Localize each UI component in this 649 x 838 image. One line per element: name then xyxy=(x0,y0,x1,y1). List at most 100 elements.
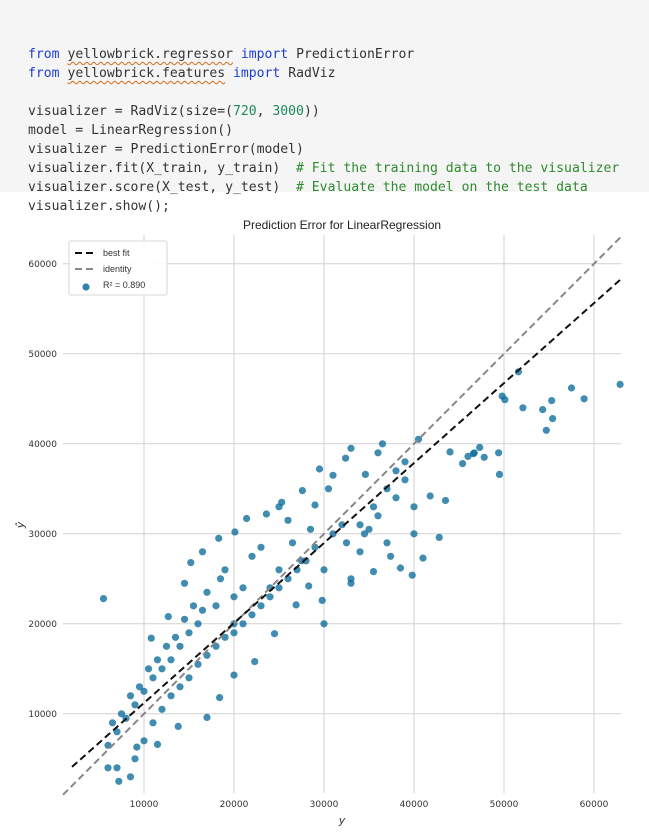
data-point xyxy=(140,737,148,745)
code-token xyxy=(233,47,241,62)
data-point xyxy=(149,674,157,682)
data-point xyxy=(275,566,283,574)
data-point xyxy=(374,512,382,520)
data-point xyxy=(306,525,315,533)
data-point xyxy=(298,487,306,495)
x-tick-label: 10000 xyxy=(130,800,159,810)
data-point xyxy=(392,467,400,475)
data-point xyxy=(198,548,207,556)
data-point xyxy=(369,568,378,576)
code-token: 720 xyxy=(232,104,257,119)
data-point xyxy=(356,521,364,529)
data-point xyxy=(257,543,265,551)
code-token: import xyxy=(233,66,281,81)
x-tick-label: 20000 xyxy=(220,800,249,810)
data-point xyxy=(104,764,112,772)
code-line: visualizer = RadViz(size=(720, 3000)) xyxy=(28,102,649,121)
y-tick-label: 40000 xyxy=(28,440,57,450)
data-point xyxy=(248,611,256,619)
y-tick-label: 20000 xyxy=(28,620,57,630)
data-point xyxy=(284,516,292,524)
data-point xyxy=(501,396,509,404)
data-point xyxy=(167,692,175,700)
best-fit-line xyxy=(71,278,622,768)
data-point xyxy=(338,521,346,529)
data-point xyxy=(459,460,467,468)
data-point xyxy=(158,705,166,713)
code-token: yellowbrick.features xyxy=(67,66,226,81)
data-point xyxy=(401,476,409,484)
data-point xyxy=(194,620,202,628)
code-line: from yellowbrick.features import RadViz xyxy=(28,64,649,83)
x-tick-label: 30000 xyxy=(310,800,339,810)
code-token: model = LinearRegression() xyxy=(28,123,233,138)
code-token: visualizer.fit(X_train, y_train) xyxy=(28,161,297,176)
code-line: visualizer.show(); xyxy=(28,197,649,216)
data-point xyxy=(239,620,247,628)
data-point xyxy=(131,755,139,763)
data-point xyxy=(266,593,274,601)
prediction-error-chart: 10000 20000 30000 40000 50000 60000 10000 20000… xyxy=(14,218,624,827)
data-point xyxy=(239,584,247,592)
data-point xyxy=(164,613,172,621)
data-point xyxy=(378,440,387,448)
scatter-points xyxy=(99,368,624,785)
data-point xyxy=(174,722,182,731)
data-point xyxy=(99,595,108,603)
data-point xyxy=(216,694,224,702)
data-point xyxy=(441,496,450,505)
code-line: visualizer.score(X_test, y_test) # Evalu… xyxy=(28,178,649,197)
data-point xyxy=(176,642,184,650)
data-point xyxy=(147,634,155,642)
legend-label: R² = 0.890 xyxy=(103,280,145,290)
code-token: # Evaluate the model on the test data xyxy=(296,180,588,195)
data-point xyxy=(549,415,557,423)
code-token: RadViz xyxy=(280,66,336,81)
code-token: , xyxy=(256,104,273,119)
data-point xyxy=(324,485,333,493)
data-point xyxy=(248,552,256,560)
data-point xyxy=(262,510,270,518)
legend-label: identity xyxy=(103,264,132,274)
data-point xyxy=(401,458,409,466)
data-point xyxy=(158,665,166,673)
data-point xyxy=(212,602,220,610)
data-point xyxy=(318,596,326,604)
data-point xyxy=(374,449,382,457)
data-point xyxy=(131,701,139,709)
data-point xyxy=(383,539,391,547)
y-tick-label: 60000 xyxy=(28,260,57,270)
prediction-error-figure: 10000 20000 30000 40000 50000 60000 10000 20000… xyxy=(0,205,649,838)
code-token: visualizer.show(); xyxy=(28,199,170,214)
data-point xyxy=(410,530,418,538)
data-point xyxy=(171,633,180,641)
data-point xyxy=(302,557,310,565)
data-point xyxy=(257,602,265,610)
code-token: from xyxy=(28,66,60,81)
legend-label: best fit xyxy=(103,248,130,258)
data-point xyxy=(117,710,126,718)
data-point xyxy=(305,582,313,590)
code-cell[interactable]: from yellowbrick.regressor import Predic… xyxy=(0,0,649,214)
data-point xyxy=(469,450,477,458)
data-point xyxy=(329,471,337,479)
legend-marker xyxy=(82,283,90,291)
tick-labels: 10000 20000 30000 40000 50000 60000 10000 20000… xyxy=(28,260,608,810)
data-point xyxy=(180,615,189,623)
data-point xyxy=(185,629,193,637)
data-point xyxy=(392,494,400,502)
data-point xyxy=(153,656,162,664)
data-point xyxy=(270,630,279,638)
y-tick-label: 10000 xyxy=(28,710,57,720)
data-point xyxy=(113,728,121,736)
plot-area xyxy=(63,235,621,793)
data-point xyxy=(311,501,319,509)
data-point xyxy=(567,384,576,392)
code-lines: from yellowbrick.regressor import Predic… xyxy=(28,45,649,216)
data-point xyxy=(539,406,547,414)
code-token: visualizer = RadViz(size=( xyxy=(28,104,233,119)
data-point xyxy=(419,554,427,562)
code-line: visualizer = PredictionError(model) xyxy=(28,140,649,159)
data-point xyxy=(133,743,141,751)
code-token: PredictionError xyxy=(288,47,415,62)
